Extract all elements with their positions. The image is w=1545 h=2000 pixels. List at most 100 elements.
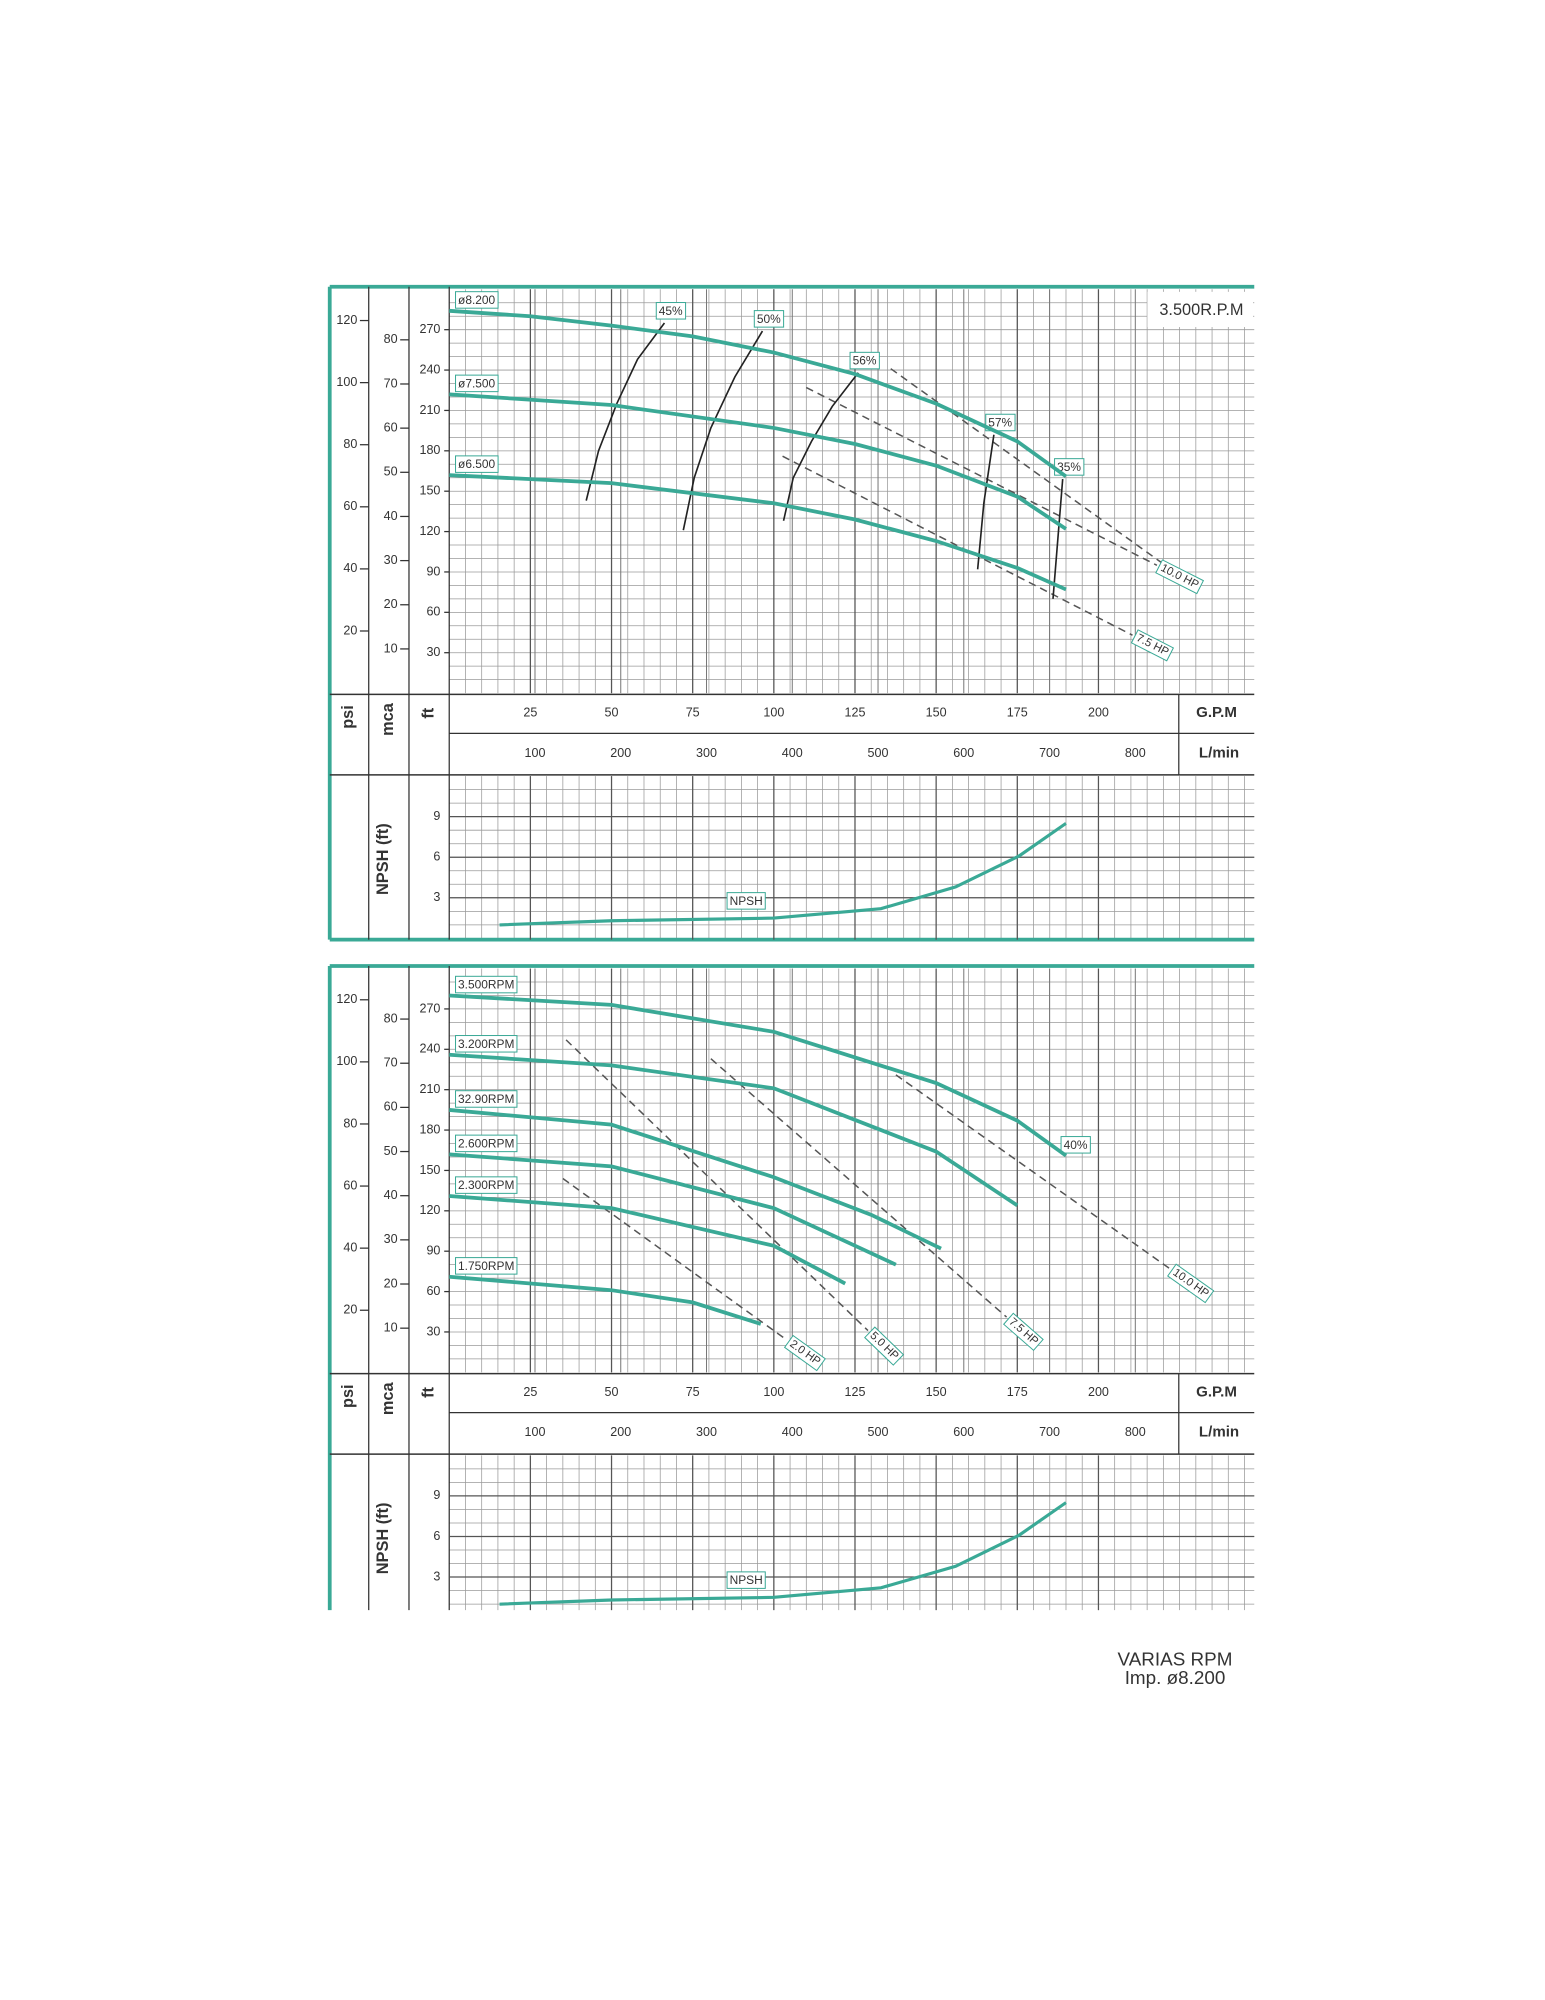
y-tick-label: 120 — [419, 524, 440, 538]
npsh-tick-label: 9 — [433, 1488, 440, 1502]
x-axis-title: G.P.M — [1196, 1383, 1237, 1400]
x-tick-label: 125 — [845, 706, 866, 720]
y-tick-label: 180 — [419, 443, 440, 457]
efficiency-curve — [976, 434, 995, 570]
y3-tick-label: 20 — [343, 1303, 357, 1317]
npsh-axis-title: NPSH (ft) — [374, 1502, 392, 1574]
power-line — [805, 386, 1158, 566]
y-tick-label: 270 — [419, 1001, 440, 1015]
y-tick-label: 150 — [419, 484, 440, 498]
y-tick-label: 90 — [426, 564, 440, 578]
title-box — [1147, 291, 1254, 328]
label-box — [455, 374, 499, 393]
x-tick-label: 25 — [523, 706, 537, 720]
head-curve — [449, 1052, 1019, 1207]
y3-tick-label: 100 — [336, 375, 357, 389]
power-line — [565, 1039, 869, 1332]
x-tick-label: 175 — [1007, 1385, 1028, 1399]
x2-tick-label: 700 — [1039, 1425, 1060, 1439]
y2-tick-label: 60 — [384, 420, 398, 434]
y-axis-title: mca — [379, 702, 397, 736]
x2-tick-label: 100 — [525, 1425, 546, 1439]
npsh-tick-label: 9 — [433, 809, 440, 823]
x2-tick-label: 800 — [1125, 746, 1146, 760]
label-box — [753, 310, 785, 328]
x2-tick-label: 700 — [1039, 746, 1060, 760]
series-label: ø6.500 — [458, 457, 496, 471]
label-box — [1060, 1136, 1091, 1154]
chart-title: VARIAS RPM — [1118, 1648, 1233, 1669]
power-label: 7.5 HP — [1134, 632, 1170, 658]
y3-tick-label: 100 — [336, 1054, 357, 1068]
series-label: 32.90RPM — [458, 1092, 514, 1106]
y-tick-label: 270 — [419, 322, 440, 336]
x2-tick-label: 400 — [782, 746, 803, 760]
efficiency-curve — [1052, 479, 1064, 599]
label-box — [783, 1334, 826, 1372]
efficiency-label: 50% — [757, 312, 781, 326]
power-label: 10.0 HP — [1171, 1267, 1211, 1300]
power-line — [890, 368, 1164, 565]
power-line — [782, 455, 1133, 636]
y2-tick-label: 80 — [384, 1011, 398, 1025]
label-box — [455, 291, 499, 309]
label-box — [726, 892, 766, 910]
head-curve — [449, 1274, 762, 1326]
power-line — [562, 1177, 788, 1341]
label-box — [726, 1571, 766, 1589]
series-label: ø8.200 — [458, 293, 496, 307]
head-curve — [449, 473, 1067, 592]
x2-tick-label: 600 — [953, 746, 974, 760]
label-box — [455, 455, 499, 473]
series-label: 2.600RPM — [458, 1136, 514, 1150]
x-axis-title: G.P.M — [1196, 704, 1237, 721]
npsh-tick-label: 3 — [433, 1569, 440, 1583]
label-box — [455, 1176, 518, 1194]
x-tick-label: 75 — [686, 1385, 700, 1399]
y-tick-label: 30 — [426, 645, 440, 659]
y2-tick-label: 20 — [384, 597, 398, 611]
efficiency-label: 35% — [1057, 460, 1081, 474]
y-tick-label: 60 — [426, 605, 440, 619]
efficiency-label: 57% — [988, 416, 1012, 430]
label-box — [1167, 1263, 1215, 1304]
npsh-tick-label: 6 — [433, 1529, 440, 1543]
x-tick-label: 75 — [686, 706, 700, 720]
y2-tick-label: 70 — [384, 376, 398, 390]
y2-tick-label: 30 — [384, 1232, 398, 1246]
y2-tick-label: 60 — [384, 1100, 398, 1114]
y-tick-label: 180 — [419, 1122, 440, 1136]
x2-tick-label: 500 — [868, 746, 889, 760]
x-tick-label: 150 — [926, 1385, 947, 1399]
y-tick-label: 150 — [419, 1163, 440, 1177]
y-axis-title: mca — [379, 1381, 397, 1415]
y3-tick-label: 80 — [343, 1116, 357, 1130]
y2-tick-label: 70 — [384, 1056, 398, 1070]
y2-tick-label: 50 — [384, 465, 398, 479]
series-label: 3.200RPM — [458, 1037, 514, 1051]
y3-tick-label: 80 — [343, 437, 357, 451]
y2-tick-label: 80 — [384, 332, 398, 346]
y-tick-label: 210 — [419, 403, 440, 417]
x2-tick-label: 500 — [868, 1425, 889, 1439]
efficiency-label: 45% — [659, 304, 683, 318]
y2-tick-label: 40 — [384, 509, 398, 523]
y-tick-label: 60 — [426, 1284, 440, 1298]
head-curve — [449, 308, 1068, 478]
npsh-axis-title: NPSH (ft) — [374, 823, 392, 895]
y-tick-label: 120 — [419, 1203, 440, 1217]
label-box — [985, 413, 1016, 432]
x2-tick-label: 200 — [610, 746, 631, 760]
y2-tick-label: 20 — [384, 1276, 398, 1290]
x2-tick-label: 300 — [696, 746, 717, 760]
x2-axis-title: L/min — [1199, 1424, 1239, 1441]
y-axis-title: psi — [339, 705, 357, 729]
x-tick-label: 25 — [523, 1385, 537, 1399]
efficiency-curve — [782, 372, 859, 521]
x2-axis-title: L/min — [1199, 744, 1239, 761]
y2-tick-label: 10 — [384, 1320, 398, 1334]
power-line — [710, 1058, 1008, 1318]
y3-tick-label: 60 — [343, 499, 357, 513]
